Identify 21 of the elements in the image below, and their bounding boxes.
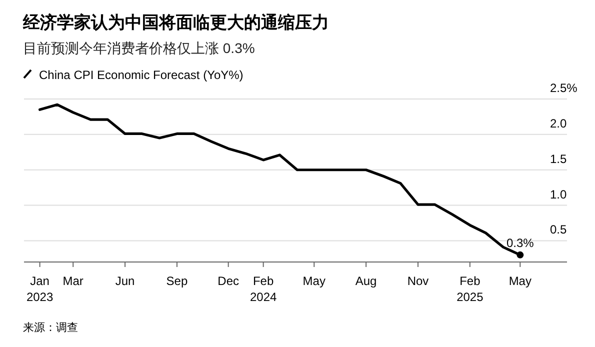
y-tick-label: 0.5: [550, 222, 568, 237]
source-note: 来源：调查: [23, 321, 78, 334]
chart-title: 经济学家认为中国将面临更大的通缩压力: [22, 13, 329, 32]
x-tick-label: Feb 2025: [456, 274, 484, 304]
x-tick-label: May: [508, 274, 532, 288]
y-tick-label: 2.5%: [550, 81, 578, 95]
y-tick-label: 2.0: [550, 116, 568, 130]
x-tick-label: Jun: [115, 274, 135, 288]
chart-subtitle: 目前预测今年消费者价格仅上涨 0.3%: [23, 40, 255, 56]
x-tick-label: Jan 2023: [26, 274, 54, 304]
x-tick-label: Aug: [355, 274, 377, 288]
x-tick-label: Sep: [166, 274, 188, 288]
legend: China CPI Economic Forecast (YoY%): [23, 68, 244, 82]
y-tick-label: 1.5: [550, 152, 568, 166]
x-tick-label: Feb 2024: [250, 274, 277, 304]
x-tick-label: Nov: [407, 274, 429, 288]
x-tick-label: Dec: [218, 274, 239, 288]
x-tick-label: Mar: [62, 274, 84, 288]
x-tick-label: May: [302, 274, 326, 288]
y-tick-label: 1.0: [550, 187, 568, 202]
annotation: 0.3%: [506, 236, 534, 250]
